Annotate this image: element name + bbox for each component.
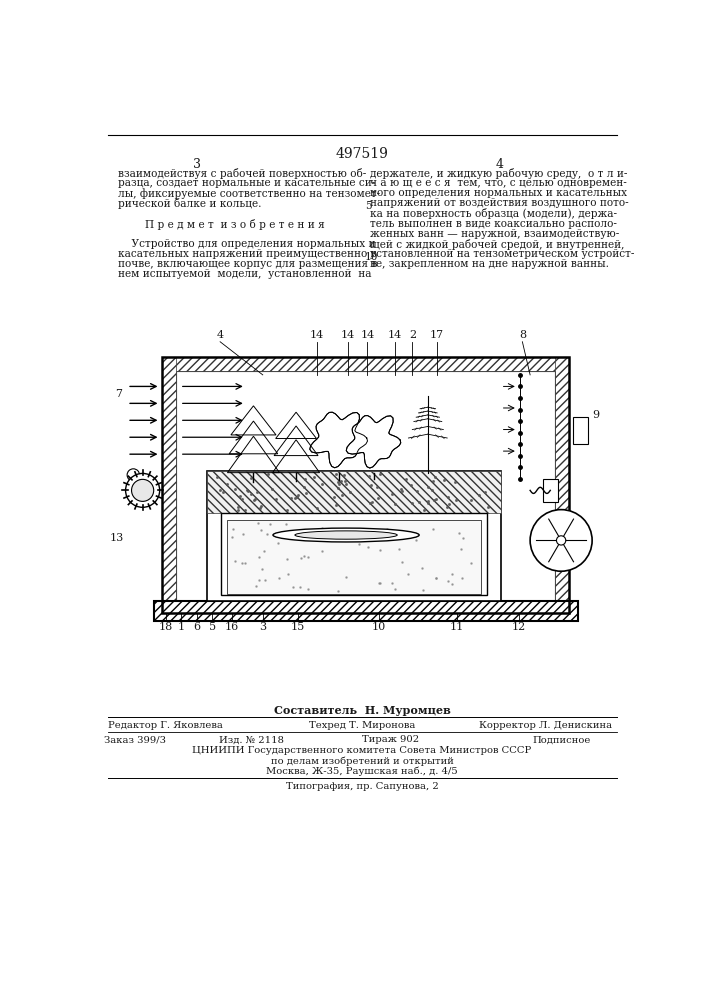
- Text: 14: 14: [310, 330, 324, 340]
- Bar: [162, 357, 569, 371]
- Text: 6: 6: [193, 622, 201, 632]
- Bar: [207, 471, 501, 513]
- Text: напряжений от воздействия воздушного пото-: напряжений от воздействия воздушного пот…: [370, 198, 629, 208]
- Text: 17: 17: [430, 330, 444, 340]
- Circle shape: [126, 473, 160, 507]
- Bar: [207, 471, 501, 601]
- Text: Подписное: Подписное: [532, 735, 590, 744]
- Bar: [227, 520, 481, 594]
- Text: П р е д м е т  и з о б р е т е н и я: П р е д м е т и з о б р е т е н и я: [145, 219, 325, 230]
- Text: 12: 12: [511, 622, 525, 632]
- Text: 497519: 497519: [336, 147, 388, 161]
- Text: 8: 8: [519, 330, 526, 340]
- Text: щей с жидкой рабочей средой, и внутренней,: щей с жидкой рабочей средой, и внутренне…: [370, 239, 624, 250]
- Text: 4: 4: [495, 158, 503, 172]
- Circle shape: [530, 510, 592, 571]
- Text: 3: 3: [193, 158, 201, 172]
- Circle shape: [132, 479, 153, 501]
- Text: установленной на тензометрическом устройст-: установленной на тензометрическом устрой…: [370, 249, 634, 259]
- Text: 2: 2: [409, 330, 416, 340]
- Text: 7: 7: [115, 389, 122, 399]
- Text: Редактор Г. Яковлева: Редактор Г. Яковлева: [108, 721, 223, 730]
- Text: лы, фиксируемые соответственно на тензомет-: лы, фиксируемые соответственно на тензом…: [118, 188, 380, 199]
- Bar: [542, 479, 558, 502]
- Text: ка на поверхность образца (модели), держа-: ка на поверхность образца (модели), держ…: [370, 208, 617, 219]
- Text: 14: 14: [361, 330, 375, 340]
- Text: Составитель  Н. Муромцев: Составитель Н. Муромцев: [274, 705, 450, 716]
- Bar: [162, 357, 569, 613]
- Text: Москва, Ж-35, Раушская наб., д. 4/5: Москва, Ж-35, Раушская наб., д. 4/5: [266, 766, 458, 776]
- Circle shape: [556, 536, 566, 545]
- Text: женных ванн — наружной, взаимодействую-: женных ванн — наружной, взаимодействую-: [370, 229, 619, 239]
- Text: Устройство для определения нормальных и: Устройство для определения нормальных и: [118, 239, 375, 249]
- Text: 15: 15: [291, 622, 305, 632]
- Text: Техред Т. Миронова: Техред Т. Миронова: [309, 721, 415, 730]
- Bar: [221, 513, 486, 595]
- Text: ч а ю щ е е с я  тем, что, с целью одновремен-: ч а ю щ е е с я тем, что, с целью одновр…: [370, 178, 626, 188]
- Text: 14: 14: [341, 330, 355, 340]
- Text: 4: 4: [216, 330, 223, 340]
- Bar: [555, 357, 569, 613]
- Text: касательных напряжений преимущественно в: касательных напряжений преимущественно в: [118, 249, 376, 259]
- Text: 1: 1: [178, 622, 185, 632]
- Text: ного определения нормальных и касательных: ного определения нормальных и касательны…: [370, 188, 626, 198]
- Text: рической балке и кольце.: рической балке и кольце.: [118, 198, 262, 209]
- Bar: [162, 357, 176, 613]
- Text: 13: 13: [110, 533, 124, 543]
- Text: ЦНИИПИ Государственного комитета Совета Министров СССР: ЦНИИПИ Государственного комитета Совета …: [192, 746, 532, 755]
- Text: 10: 10: [372, 622, 386, 632]
- Text: держателе, и жидкую рабочую среду,  о т л и-: держателе, и жидкую рабочую среду, о т л…: [370, 168, 627, 179]
- Text: 5: 5: [365, 201, 372, 211]
- Ellipse shape: [295, 531, 397, 539]
- Bar: [573, 417, 588, 444]
- Text: 16: 16: [225, 622, 239, 632]
- Text: взаимодействуя с рабочей поверхностью об-: взаимодействуя с рабочей поверхностью об…: [118, 168, 366, 179]
- Text: разца, создает нормальные и касательные си-: разца, создает нормальные и касательные …: [118, 178, 375, 188]
- Polygon shape: [310, 412, 368, 468]
- Bar: [154, 601, 578, 620]
- Text: по делам изобретений и открытий: по делам изобретений и открытий: [271, 756, 453, 766]
- Text: 14: 14: [387, 330, 402, 340]
- Text: 9: 9: [592, 410, 600, 420]
- Text: 18: 18: [159, 622, 173, 632]
- Text: Тираж 902: Тираж 902: [362, 735, 419, 744]
- Ellipse shape: [273, 528, 419, 542]
- Text: Корректор Л. Денискина: Корректор Л. Денискина: [479, 721, 612, 730]
- Text: Типография, пр. Сапунова, 2: Типография, пр. Сапунова, 2: [286, 782, 438, 791]
- Bar: [176, 371, 555, 605]
- Text: Изд. № 2118: Изд. № 2118: [218, 735, 284, 744]
- Text: тель выполнен в виде коаксиально располо-: тель выполнен в виде коаксиально располо…: [370, 219, 617, 229]
- Text: 10: 10: [365, 252, 378, 262]
- Text: Заказ 399/3: Заказ 399/3: [104, 735, 166, 744]
- Text: ве, закрепленном на дне наружной ванны.: ве, закрепленном на дне наружной ванны.: [370, 259, 609, 269]
- Text: нем испытуемой  модели,  установленной  на: нем испытуемой модели, установленной на: [118, 269, 371, 279]
- Polygon shape: [346, 416, 401, 468]
- Text: почве, включающее корпус для размещения в: почве, включающее корпус для размещения …: [118, 259, 378, 269]
- Circle shape: [127, 469, 139, 481]
- Text: 11: 11: [450, 622, 464, 632]
- Text: 5: 5: [209, 622, 216, 632]
- Text: 3: 3: [259, 622, 267, 632]
